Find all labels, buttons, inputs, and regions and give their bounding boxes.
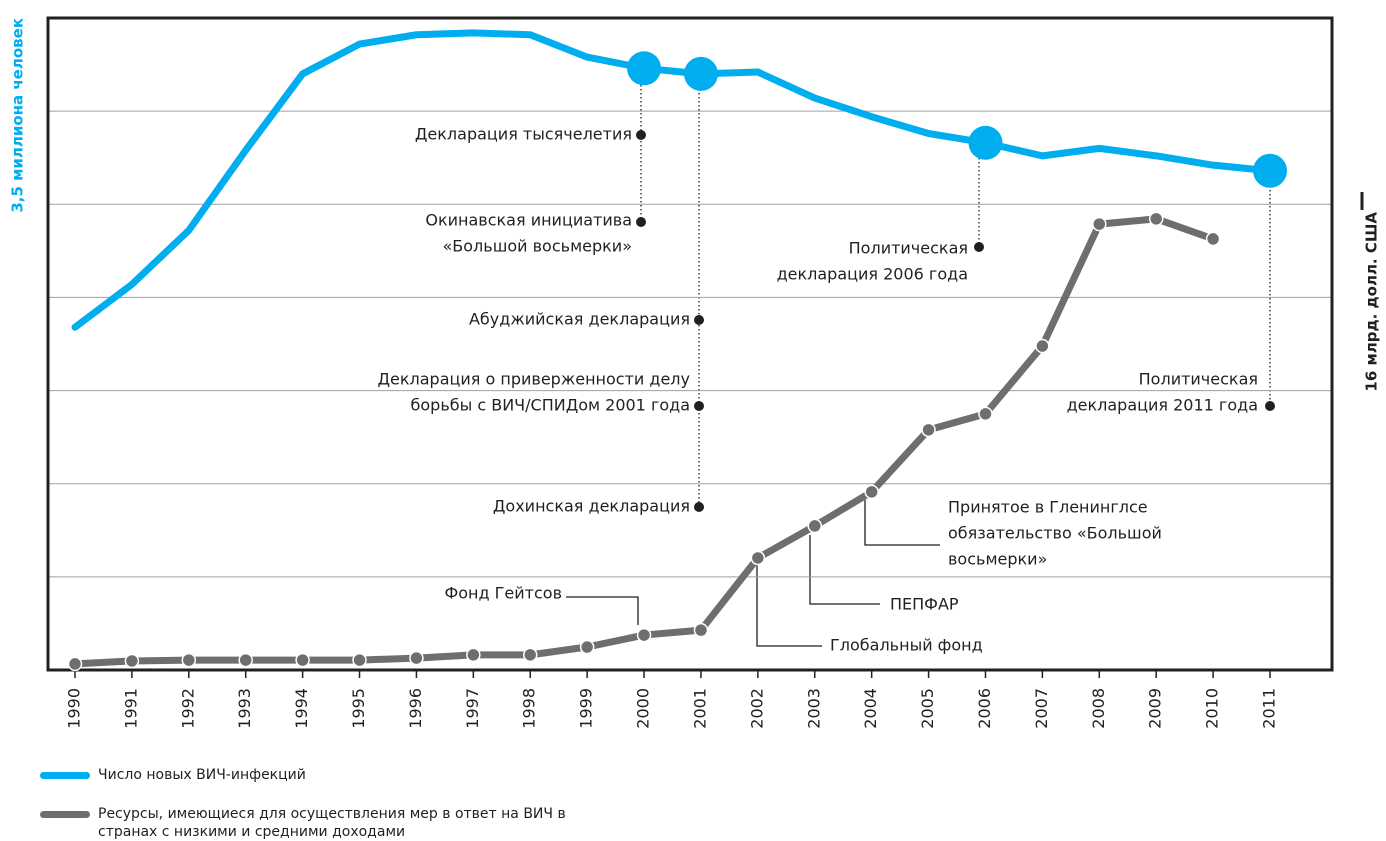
plot-frame <box>46 16 1334 672</box>
x-tick-label: 2002 <box>747 688 766 729</box>
x-tick-label: 1998 <box>520 688 539 729</box>
x-tick-label: 1996 <box>406 688 425 729</box>
point <box>1205 231 1221 247</box>
x-tick-label: 2004 <box>861 688 880 729</box>
annotation-text: декларация 2011 года <box>1067 396 1258 415</box>
x-tick-label: 1995 <box>349 688 368 729</box>
chart: 3,5 миллиона человек 16 млрд. долл. США … <box>9 16 1381 729</box>
annotation-dot <box>694 401 704 411</box>
x-tick-label: 1994 <box>292 688 311 729</box>
annotation-text: декларация 2006 года <box>777 265 968 284</box>
annotation-dot <box>974 242 984 252</box>
point <box>295 652 310 668</box>
dotted-leaders <box>640 69 1271 507</box>
x-tick-label: 2010 <box>1203 688 1222 729</box>
point <box>864 484 879 500</box>
point <box>1092 216 1107 232</box>
point <box>1148 211 1164 227</box>
annotation-text: обязательство «Большой <box>948 524 1162 543</box>
annotation-dot <box>636 130 646 140</box>
annotation-dot <box>1265 401 1275 411</box>
annotation-text: Политическая <box>849 239 968 258</box>
annotation-text: Дохинская декларация <box>493 497 690 516</box>
annotation-text: Принятое в Гленинглсе <box>948 498 1148 517</box>
point <box>522 647 538 663</box>
x-tick-label: 2011 <box>1260 688 1279 729</box>
x-tick-label: 1990 <box>65 688 84 729</box>
point <box>579 639 595 655</box>
point <box>921 422 936 438</box>
annotation-text: «Большой восьмерки» <box>443 237 633 256</box>
annotation-text: Политическая <box>1139 370 1258 389</box>
legend-swatch <box>40 811 90 818</box>
x-tick-label: 2007 <box>1032 688 1051 729</box>
point <box>636 627 652 643</box>
y2-axis-label: 16 млрд. долл. США <box>1363 212 1381 392</box>
legend-label: Ресурсы, имеющиеся для осуществления мер… <box>98 806 566 840</box>
point <box>807 518 823 534</box>
x-tick-label: 2006 <box>975 688 994 729</box>
x-tick-label: 2003 <box>804 688 823 729</box>
series-line <box>71 215 1217 668</box>
annotation-text: ПЕПФАР <box>890 595 959 614</box>
point <box>67 656 83 672</box>
legend-label: Число новых ВИЧ-инфекций <box>98 767 306 783</box>
point <box>1035 338 1050 354</box>
annotation-text: Декларация о приверженности делу <box>378 370 691 389</box>
point <box>466 647 481 663</box>
annotation-text: борьбы с ВИЧ/СПИДом 2001 года <box>411 396 691 415</box>
x-tick-label: 2001 <box>690 688 709 729</box>
highlight-point <box>1253 153 1287 188</box>
annotation-text: восьмерки» <box>948 550 1047 569</box>
point <box>693 622 709 638</box>
annotation-dot <box>636 217 646 227</box>
point <box>124 653 140 669</box>
x-tick-label: 1997 <box>463 688 482 729</box>
x-tick-label: 2008 <box>1089 688 1108 729</box>
x-tick-label: 1991 <box>121 688 140 729</box>
point <box>978 406 993 422</box>
connectors <box>566 500 940 647</box>
highlight-point <box>627 51 662 86</box>
x-tick-label: 2005 <box>918 688 937 729</box>
point <box>352 652 367 668</box>
legend-item: Ресурсы, имеющиеся для осуществления мер… <box>40 805 568 841</box>
annotation-text: Декларация тысячелетия <box>415 125 632 144</box>
series-line <box>71 29 1274 331</box>
annotation-dot <box>694 315 704 325</box>
x-tick-label: 1993 <box>235 688 254 729</box>
x-tick-label: 2009 <box>1146 688 1165 729</box>
point <box>181 652 197 668</box>
x-tick-label: 1999 <box>577 688 596 729</box>
annotation-text: Окинавская инициатива <box>425 211 632 230</box>
annotation-text: Фонд Гейтсов <box>444 584 562 603</box>
legend-item: Число новых ВИЧ-инфекций <box>40 766 568 784</box>
y-axis-label: 3,5 миллиона человек <box>9 18 27 213</box>
x-tick-label: 1992 <box>178 688 197 729</box>
point <box>238 652 253 668</box>
highlight-point <box>683 56 718 91</box>
x-tick-label: 2000 <box>634 688 653 729</box>
annotation-text: Глобальный фонд <box>830 636 983 655</box>
annotation-text: Абуджийская декларация <box>469 310 690 329</box>
point <box>750 550 766 566</box>
point <box>409 650 424 666</box>
legend-swatch <box>40 772 90 779</box>
highlight-point <box>968 125 1003 160</box>
annotation-dot <box>694 502 704 512</box>
